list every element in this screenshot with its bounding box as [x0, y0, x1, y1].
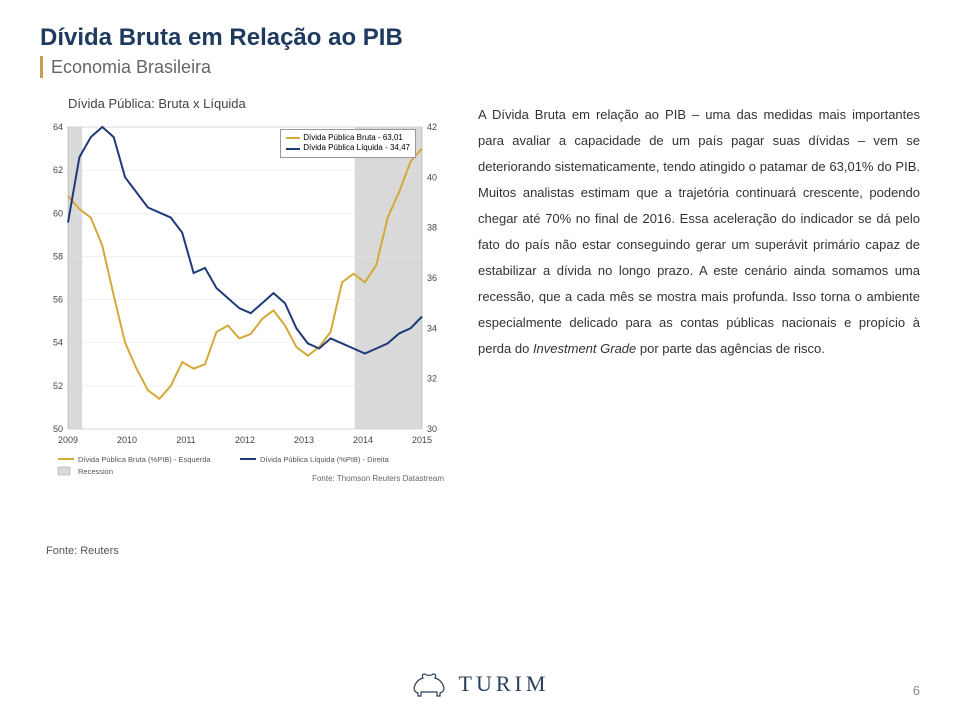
svg-text:Dívida Pública Bruta (%PIB) -: Dívida Pública Bruta (%PIB) - Esquerda: [78, 455, 211, 464]
logo-text: TURIM: [459, 671, 550, 697]
page-number: 6: [913, 683, 920, 698]
svg-text:Fonte: Thomson Reuters Datastr: Fonte: Thomson Reuters Datastream: [312, 474, 444, 483]
chart-container: 50 52 54 56 58 60 62 64 30 32 34 36 38 40 42 2009 2010 20…: [40, 115, 450, 495]
svg-text:2015: 2015: [412, 435, 432, 445]
svg-text:36: 36: [427, 273, 437, 283]
svg-text:40: 40: [427, 172, 437, 182]
chart-column: Dívida Pública: Bruta x Líquida 50 52 54 56…: [40, 96, 450, 557]
svg-text:2010: 2010: [117, 435, 137, 445]
svg-text:2012: 2012: [235, 435, 255, 445]
footer: TURIM: [0, 670, 960, 698]
logo: TURIM: [411, 670, 550, 698]
svg-text:50: 50: [53, 424, 63, 434]
body-column: A Dívida Bruta em relação ao PIB – uma d…: [478, 96, 920, 557]
svg-text:38: 38: [427, 223, 437, 233]
svg-text:Dívida Pública Líquida (%PIB): Dívida Pública Líquida (%PIB) - Direita: [260, 455, 390, 464]
svg-text:56: 56: [53, 295, 63, 305]
body-text: A Dívida Bruta em relação ao PIB – uma d…: [478, 102, 920, 362]
svg-text:58: 58: [53, 251, 63, 261]
svg-text:30: 30: [427, 424, 437, 434]
svg-text:Recession: Recession: [78, 467, 113, 476]
accent-bar: [40, 56, 43, 78]
chart-inline-legend: Dívida Pública Bruta - 63,01Dívida Públi…: [280, 129, 416, 158]
svg-text:42: 42: [427, 122, 437, 132]
chart-svg: 50 52 54 56 58 60 62 64 30 32 34 36 38 40 42 2009 2010 20…: [40, 115, 450, 495]
svg-text:2009: 2009: [58, 435, 78, 445]
subtitle-row: Economia Brasileira: [40, 56, 920, 78]
svg-text:54: 54: [53, 338, 63, 348]
chart-caption: Fonte: Reuters: [46, 545, 450, 557]
svg-text:60: 60: [53, 208, 63, 218]
page-subtitle: Economia Brasileira: [51, 57, 211, 78]
chart-title: Dívida Pública: Bruta x Líquida: [68, 96, 450, 111]
svg-text:34: 34: [427, 323, 437, 333]
bull-icon: [411, 670, 449, 698]
svg-text:32: 32: [427, 374, 437, 384]
svg-text:2011: 2011: [176, 435, 195, 445]
svg-text:64: 64: [53, 122, 63, 132]
svg-text:2013: 2013: [294, 435, 314, 445]
svg-text:62: 62: [53, 165, 63, 175]
page-title: Dívida Bruta em Relação ao PIB: [40, 24, 920, 52]
svg-text:2014: 2014: [353, 435, 373, 445]
svg-text:52: 52: [53, 381, 63, 391]
